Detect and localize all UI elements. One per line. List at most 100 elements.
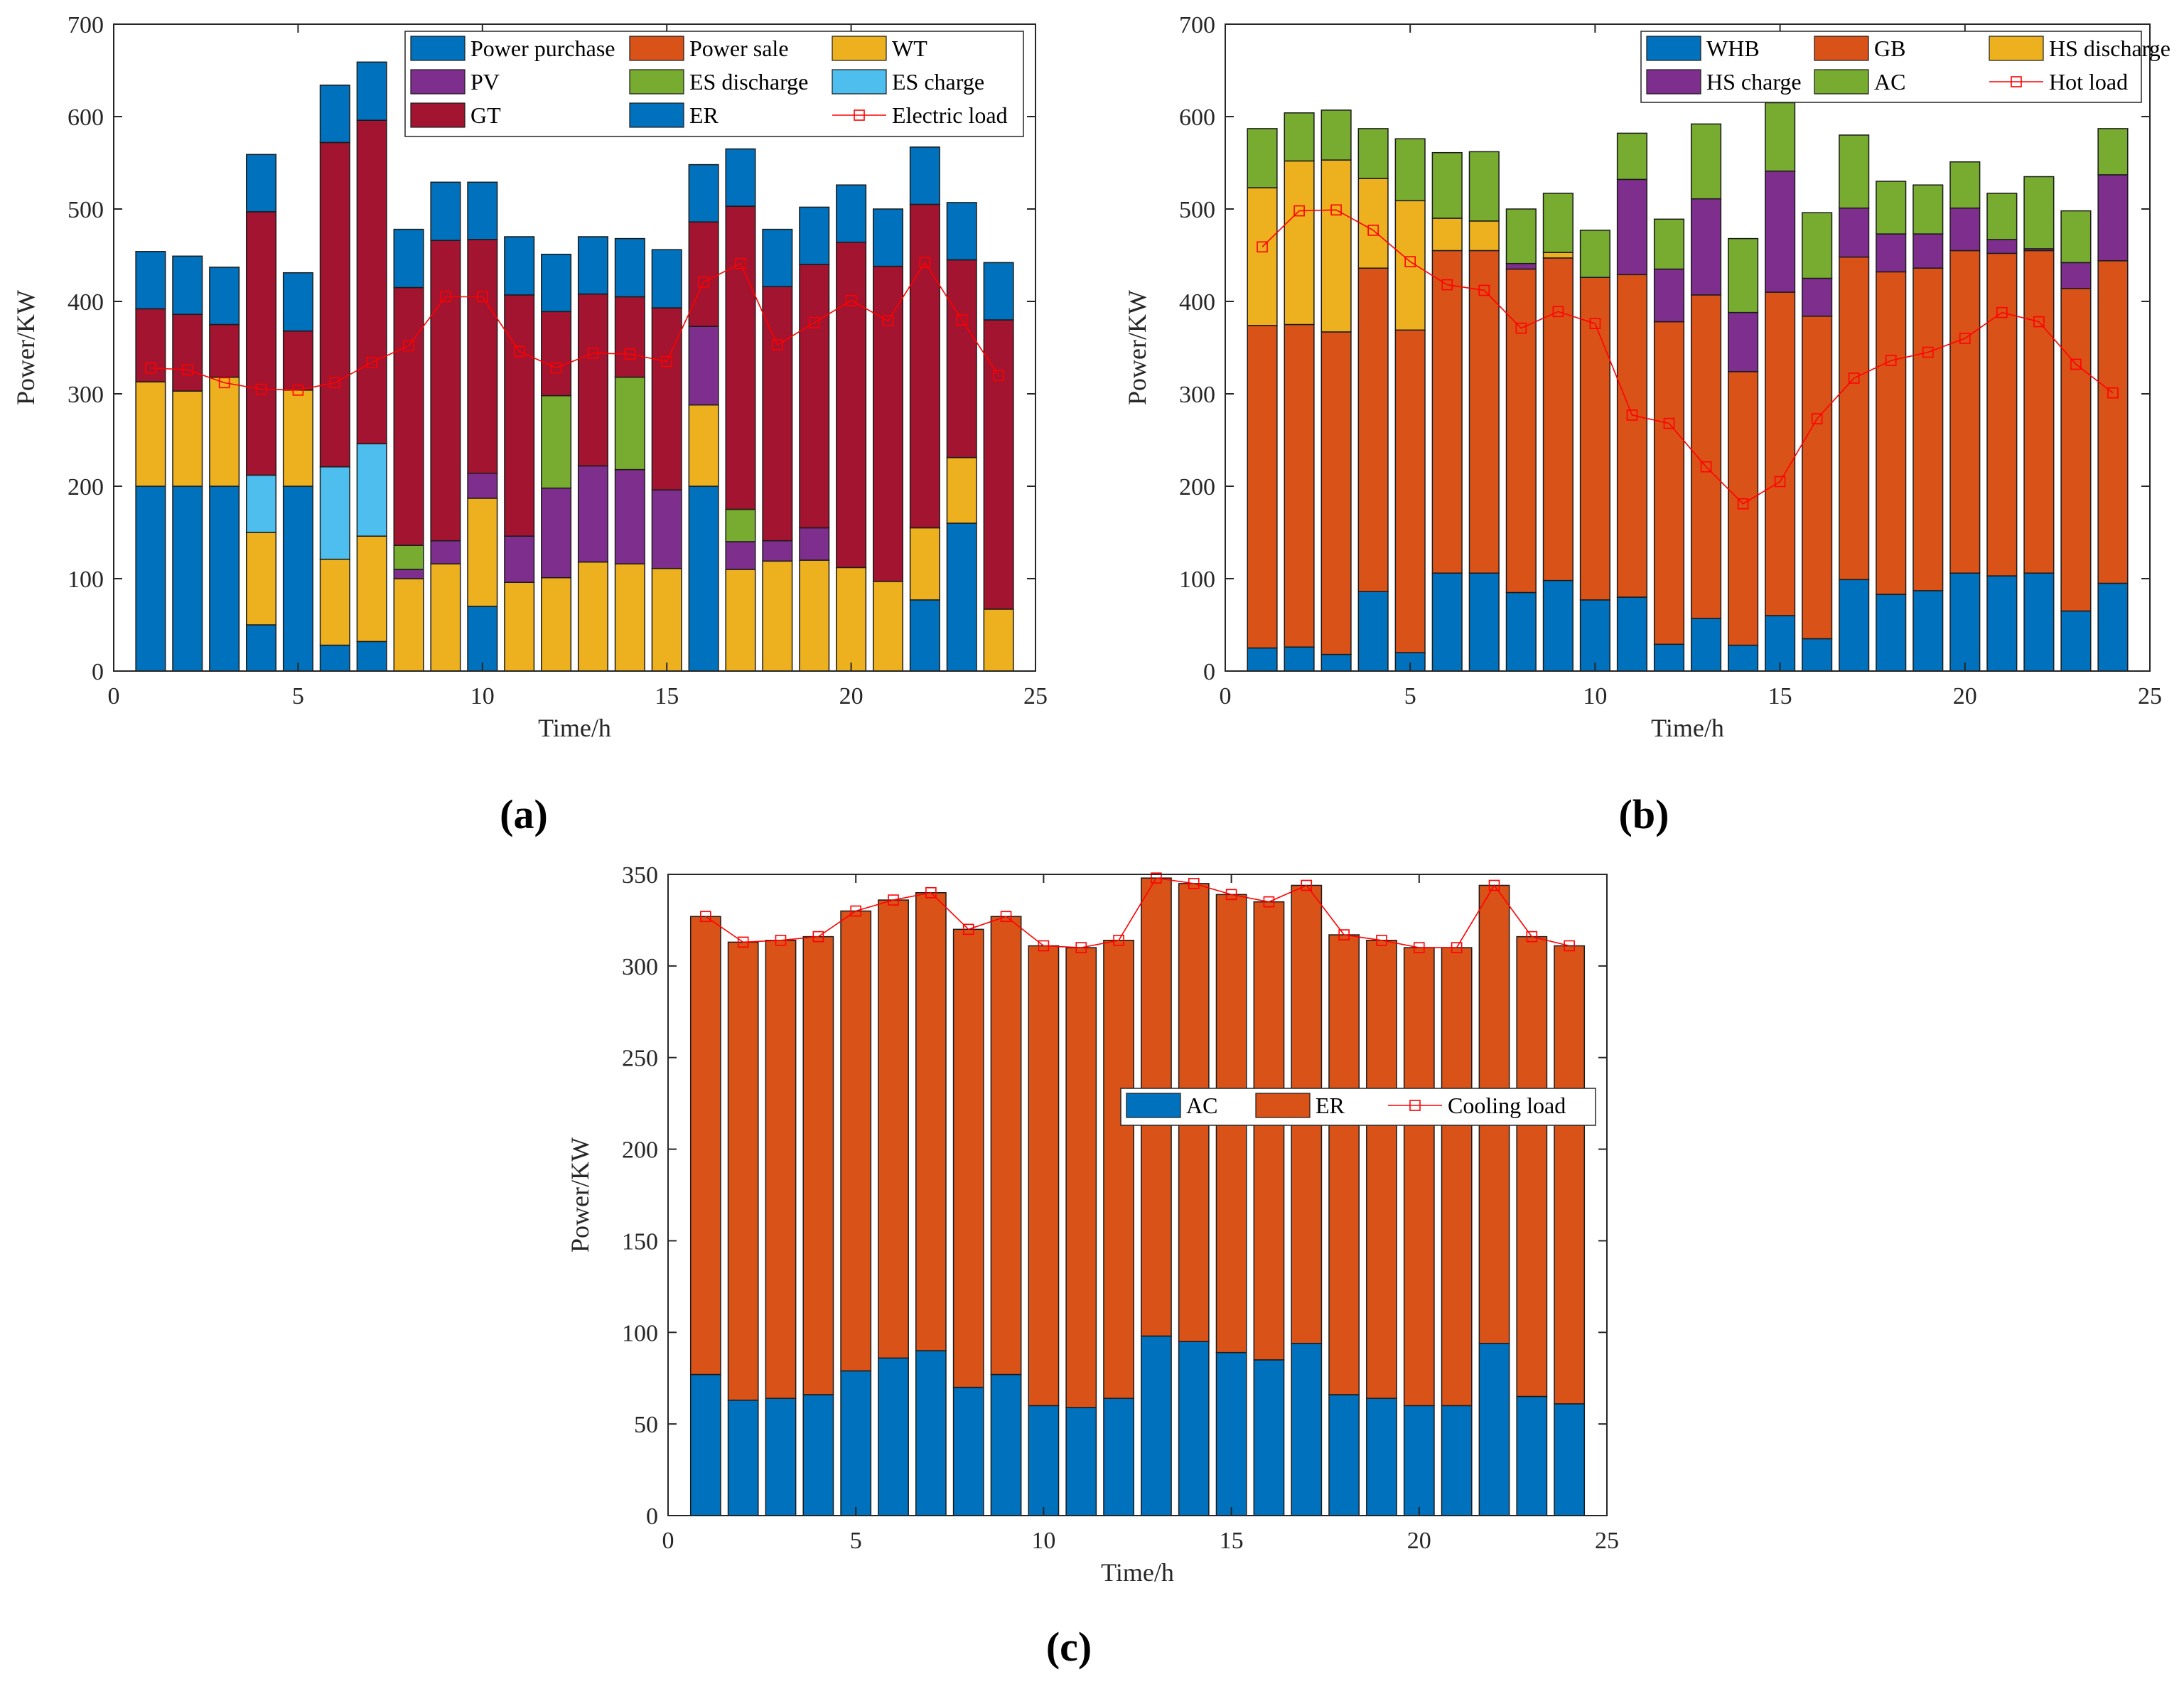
bar-segment-whb-h2 xyxy=(1284,646,1315,672)
bar-segment-wt-h14 xyxy=(614,563,645,672)
bar-segment-ac-h19 xyxy=(1366,1398,1397,1516)
bar-segment-ac-h5 xyxy=(840,1370,872,1516)
bar-segment-ac-h7 xyxy=(1468,151,1500,222)
marker-cooling-load-h21 xyxy=(1451,942,1463,953)
bar-segment-wt-h10 xyxy=(467,498,498,607)
legend-item-hs-discharge: HS discharge xyxy=(1989,36,2170,61)
bar-segment-er-h9 xyxy=(990,916,1022,1376)
bar-segment-ac-h5 xyxy=(1394,138,1426,202)
bar-segment-hs-charge-h11 xyxy=(1616,178,1648,276)
bar-segment-wt-h5 xyxy=(282,390,313,487)
x-tick-label: 5 xyxy=(292,683,304,709)
marker-cooling-load-h9 xyxy=(1000,911,1012,923)
legend-swatch-wt xyxy=(832,36,887,61)
y-axis-label: Power/KW xyxy=(1123,290,1151,405)
x-tick-label: 10 xyxy=(470,683,495,709)
bar-segment-gb-h15 xyxy=(1765,291,1796,616)
bar-segment-er-h24 xyxy=(983,262,1014,321)
legend-box xyxy=(404,31,1024,137)
bar-segment-gt-h4 xyxy=(246,211,277,476)
bar-segment-ac-h23 xyxy=(2060,210,2092,264)
bar-segment-er-h2 xyxy=(727,941,759,1401)
bar-segment-gb-h4 xyxy=(1357,267,1389,592)
marker-cooling-load-h12 xyxy=(1113,934,1124,946)
y-tick-label: 100 xyxy=(1179,567,1215,593)
bar-segment-er-h3 xyxy=(209,267,240,326)
bar-segment-hs-charge-h19 xyxy=(1913,233,1944,269)
bar-segment-power-purchase-h23 xyxy=(946,522,977,672)
bar-segment-er-h17 xyxy=(725,148,756,207)
legend-label-electric-load: Electric load xyxy=(892,102,1008,128)
legend-label-gb: GB xyxy=(1874,36,1905,61)
y-axis-label: Power/KW xyxy=(566,1137,594,1253)
bar-segment-hs-charge-h13 xyxy=(1690,198,1722,296)
bar-segment-whb-h17 xyxy=(1839,579,1870,672)
marker-hot-load-h17 xyxy=(1848,372,1860,384)
bar-segment-gb-h13 xyxy=(1690,294,1722,619)
bar-segment-gb-h23 xyxy=(2060,288,2092,612)
bar-segment-wt-h20 xyxy=(836,567,867,672)
bar-segment-wt-h11 xyxy=(504,581,535,672)
bar-segment-er-h19 xyxy=(799,206,830,265)
bar-segment-er-h7 xyxy=(356,61,387,121)
x-tick-label: 25 xyxy=(1595,1528,1619,1554)
bar-segment-gt-h13 xyxy=(577,293,608,467)
bar-segment-pv-h10 xyxy=(467,473,498,499)
marker-hot-load-h3 xyxy=(1330,204,1342,216)
load-line-group xyxy=(1257,204,2119,510)
bar-segment-ac-h6 xyxy=(878,1357,909,1516)
y-tick-label: 600 xyxy=(68,104,104,131)
bar-segment-hs-charge-h8 xyxy=(1505,262,1537,270)
bar-segment-gb-h24 xyxy=(2097,260,2129,584)
panel-label-c: (c) xyxy=(1046,1624,1092,1670)
marker-electric-load-h10 xyxy=(476,291,488,303)
y-tick-label: 100 xyxy=(622,1320,658,1346)
marker-hot-load-h13 xyxy=(1700,461,1712,473)
bar-segment-gb-h19 xyxy=(1913,267,1944,591)
legend-label-ac: AC xyxy=(1186,1093,1217,1118)
bar-segment-er-h22 xyxy=(909,146,940,205)
bar-segment-wt-h17 xyxy=(725,569,756,672)
bar-segment-er-h8 xyxy=(952,928,984,1388)
panel-label-b: (b) xyxy=(1619,791,1669,837)
y-tick-label: 0 xyxy=(646,1503,658,1530)
bar-segment-power-purchase-h6 xyxy=(319,644,350,672)
bar-segment-hs-discharge-h6 xyxy=(1431,218,1463,252)
bar-segment-er-h18 xyxy=(1328,934,1360,1395)
bar-segment-ac-h21 xyxy=(1986,193,2018,240)
bar-segment-er-h2 xyxy=(172,255,203,315)
bar-segment-gt-h11 xyxy=(504,294,535,537)
bar-segment-er-h11 xyxy=(1065,947,1097,1408)
legend-label-es-discharge: ES discharge xyxy=(689,69,808,95)
load-line-group xyxy=(700,872,1575,953)
bar-segment-hs-charge-h17 xyxy=(1839,207,1870,258)
bar-segment-er-h21 xyxy=(872,208,903,267)
marker-cooling-load-h13 xyxy=(1151,872,1162,884)
bar-segment-power-purchase-h3 xyxy=(209,486,240,672)
x-axis-label: Time/h xyxy=(538,714,611,742)
y-tick-label: 200 xyxy=(68,474,104,500)
bar-segment-whb-h4 xyxy=(1357,591,1389,672)
bar-segment-gt-h1 xyxy=(135,308,166,382)
x-tick-label: 25 xyxy=(2138,683,2162,709)
bar-segment-er-h13 xyxy=(577,236,608,295)
bar-segment-hs-discharge-h1 xyxy=(1247,187,1278,326)
marker-electric-load-h2 xyxy=(181,364,193,376)
legend-swatch-es-discharge xyxy=(629,69,684,95)
bar-segment-er-h1 xyxy=(135,251,166,310)
marker-electric-load-h9 xyxy=(440,291,451,303)
bar-segment-power-purchase-h1 xyxy=(135,486,166,672)
legend-swatch-gt xyxy=(410,102,466,128)
x-tick-label: 15 xyxy=(1768,683,1792,709)
legend-swatch-marker xyxy=(1409,1100,1421,1111)
bar-segment-whb-h11 xyxy=(1616,596,1648,672)
bar-segment-whb-h24 xyxy=(2097,582,2129,672)
bar-segment-ac-h15 xyxy=(1765,102,1796,172)
x-tick-label: 20 xyxy=(1407,1528,1431,1554)
y-tick-label: 700 xyxy=(1179,12,1215,38)
legend-swatch-marker xyxy=(854,109,865,121)
line-hot-load xyxy=(1262,209,2114,505)
y-tick-label: 150 xyxy=(622,1228,658,1255)
bar-segment-hs-charge-h21 xyxy=(1986,239,2018,254)
bar-segment-ac-h12 xyxy=(1653,218,1685,270)
